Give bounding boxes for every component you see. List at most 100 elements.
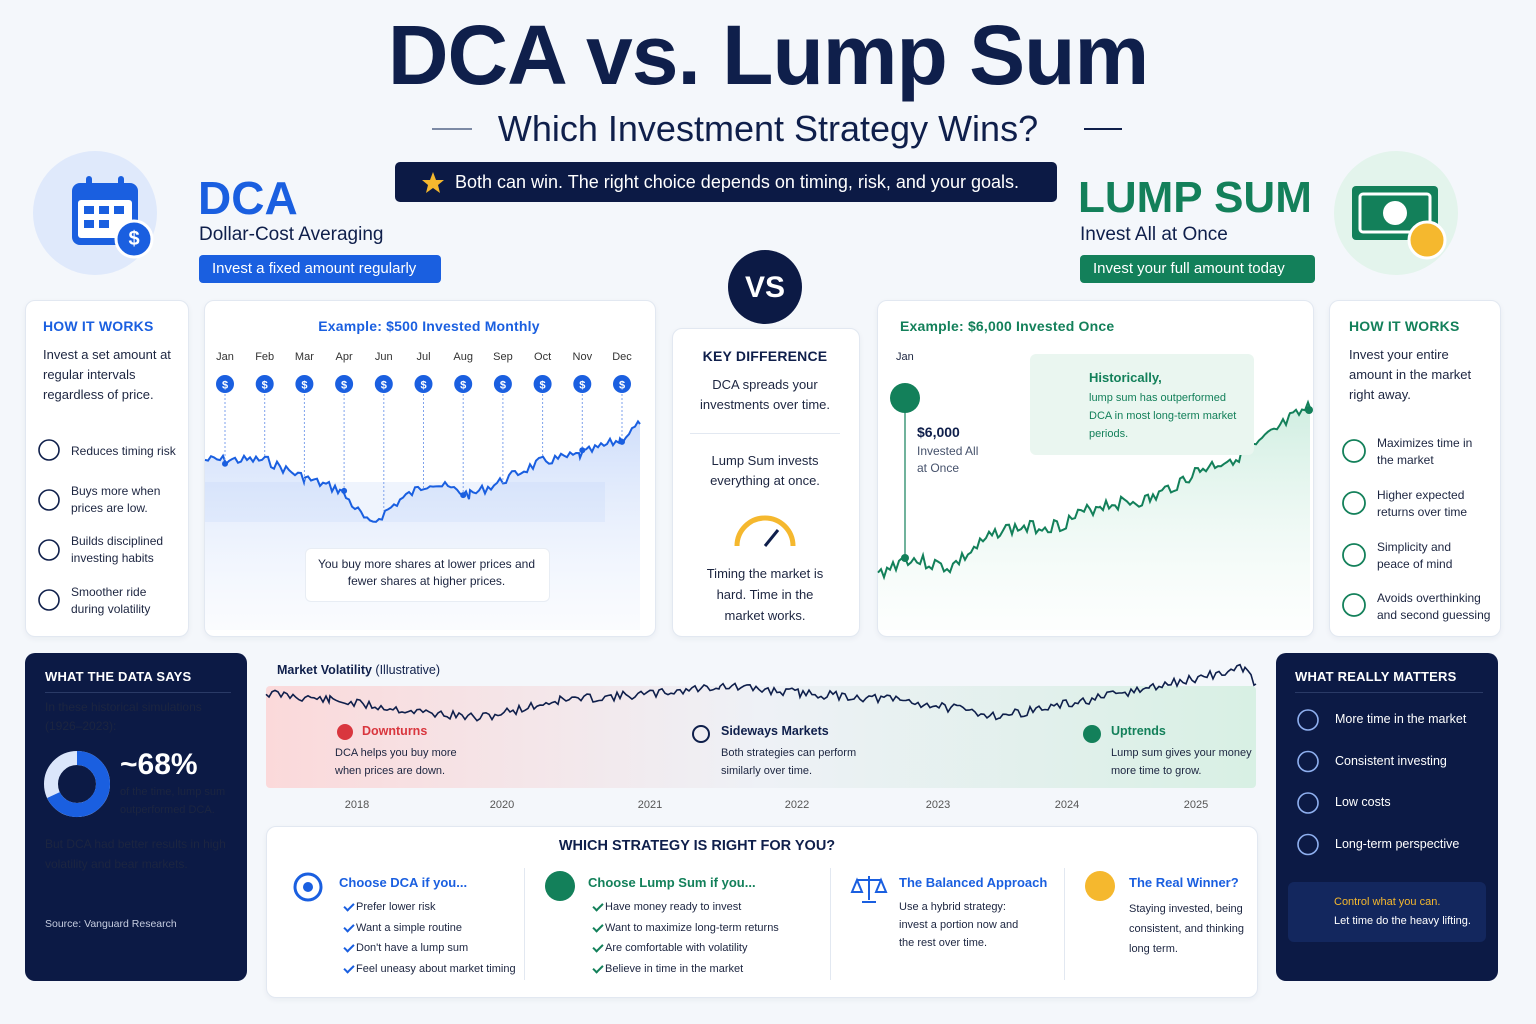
zone-text: DCA helps you buy more when prices are d…	[335, 747, 457, 777]
section-heading: WHAT REALLY MATTERS	[1295, 669, 1457, 684]
tag-bg	[1080, 255, 1315, 283]
amount: $6,000	[917, 424, 960, 440]
callout-text: lump sum has outperformed DCA in most lo…	[1089, 392, 1237, 440]
zone-title: Sideways Markets	[721, 724, 829, 738]
column-title: Choose DCA if you...	[339, 875, 468, 890]
coin-icon	[1407, 220, 1447, 260]
chart-qualifier: (Illustrative)	[375, 663, 441, 677]
stat-text: of the time, lump sum outperformed DCA.	[120, 786, 226, 816]
item-icon	[1297, 750, 1319, 773]
divider	[524, 868, 525, 980]
example-title: Example: $500 Invested Monthly	[318, 318, 540, 334]
star-icon	[422, 172, 444, 193]
item-icon	[1297, 709, 1319, 731]
callout-title: Control what you can.	[1334, 896, 1441, 908]
marker-symbol: $	[500, 380, 506, 392]
vs-badge	[728, 250, 802, 324]
column-text: Staying invested, being consistent, and …	[1129, 903, 1244, 955]
benefit: Smoother ride during volatility	[71, 585, 151, 616]
zone-icon	[692, 725, 710, 743]
vs-label: VS	[744, 271, 786, 304]
buy-marker	[573, 375, 592, 393]
benefit: Reduces timing risk	[71, 444, 176, 458]
buy-marker	[295, 375, 314, 393]
card	[25, 300, 189, 637]
buy-marker	[255, 375, 274, 393]
dca-subtitle: Dollar-Cost Averaging	[199, 224, 384, 245]
item-icon	[1297, 792, 1319, 814]
zone-text: Both strategies can perform similarly ov…	[721, 747, 857, 777]
x-tick-label: 2023	[926, 799, 950, 811]
zone-icon	[1083, 725, 1101, 743]
benefit: Builds disciplined investing habits	[71, 534, 164, 565]
callout-title: Historically,	[1089, 370, 1162, 385]
section-heading: HOW IT WORKS	[1349, 318, 1460, 334]
target-icon	[293, 872, 323, 902]
benefit: Simplicity and peace of mind	[1377, 540, 1453, 571]
buy-marker	[613, 375, 631, 393]
scale-icon	[850, 876, 888, 903]
benefit-icon	[38, 439, 60, 461]
list-item: Long-term perspective	[1335, 836, 1460, 851]
buy-marker	[414, 375, 433, 393]
month-label: Dec	[612, 351, 632, 363]
trophy-icon	[1085, 871, 1115, 901]
buy-point	[901, 554, 909, 562]
divider	[45, 692, 231, 693]
list-item: Don't have a lump sum	[356, 942, 469, 955]
month-label: Sep	[493, 351, 513, 363]
marker-symbol: $	[381, 380, 387, 392]
benefit-icon	[38, 539, 60, 561]
buy-marker	[890, 383, 920, 413]
benefit-icon	[1342, 491, 1366, 515]
section-heading: WHAT THE DATA SAYS	[45, 669, 192, 684]
amount-note: Invested All at Once	[917, 444, 979, 475]
card	[25, 653, 247, 981]
buy-point	[579, 447, 586, 454]
tag-bg	[199, 255, 441, 283]
calendar-icon	[84, 176, 124, 228]
benefit-icon	[1342, 593, 1366, 617]
note-box	[305, 548, 550, 602]
marker-symbol: $	[262, 380, 268, 392]
list-item: Have money ready to invest	[605, 901, 742, 913]
x-tick-label: 2024	[1055, 799, 1079, 811]
buy-point	[341, 487, 348, 494]
banner-bg	[395, 162, 1057, 202]
cash-icon	[1383, 201, 1407, 225]
marker-symbol: $	[540, 380, 546, 392]
dca-tag: Invest a fixed amount regularly	[212, 260, 417, 277]
marker-symbol: $	[301, 380, 307, 392]
zone-title: Uptrends	[1111, 724, 1166, 738]
month-label: Jan	[216, 351, 234, 363]
example-note: You buy more shares at lower prices and …	[317, 557, 535, 588]
section-heading: KEY DIFFERENCE	[702, 348, 828, 364]
month-label: Jan	[896, 351, 914, 363]
x-tick-label: 2022	[785, 799, 809, 811]
month-label: Jun	[375, 351, 393, 363]
buy-marker	[216, 375, 234, 393]
month-label: Aug	[453, 351, 473, 363]
column-text: Use a hybrid strategy: invest a portion …	[899, 901, 1019, 949]
list-item: Feel uneasy about market timing	[356, 963, 516, 976]
lump-subtitle: Invest All at Once	[1080, 224, 1228, 245]
buy-point	[222, 460, 228, 467]
text: DCA spreads your investments over time.	[699, 377, 831, 412]
line	[204, 419, 641, 523]
buy-marker	[374, 375, 393, 393]
coin-icon	[114, 219, 154, 259]
benefit: Maximizes time in the market	[1377, 436, 1473, 467]
marker-symbol: $	[579, 380, 585, 392]
buy-point	[460, 492, 467, 499]
divider	[1064, 868, 1065, 980]
zone-icon	[337, 724, 353, 740]
text: Invest your entire amount in the market …	[1349, 347, 1472, 402]
benefit-icon	[38, 489, 60, 511]
list-item: Low costs	[1335, 795, 1391, 809]
marker-symbol: $	[222, 380, 228, 392]
divider	[1295, 692, 1483, 693]
benefit-icon	[1342, 439, 1366, 463]
